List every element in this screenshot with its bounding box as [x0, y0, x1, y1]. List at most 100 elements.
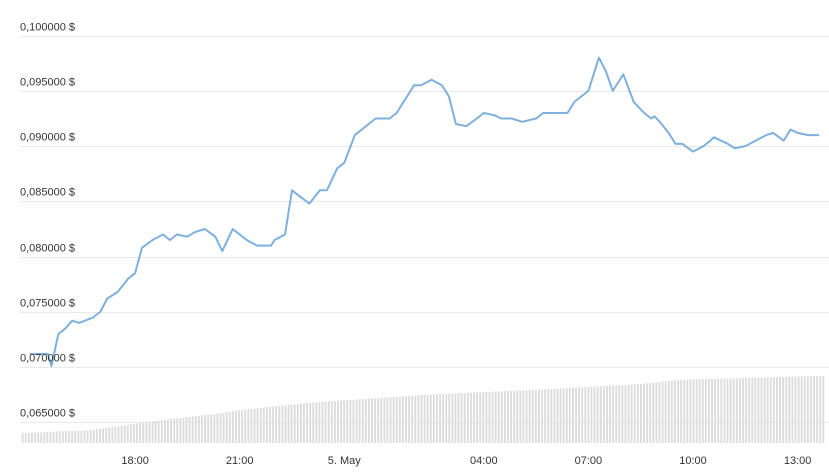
volume-bar: [516, 390, 519, 443]
volume-bar: [683, 379, 686, 443]
volume-bar: [167, 419, 169, 443]
volume-bar: [735, 378, 738, 443]
volume-bar: [729, 378, 732, 443]
volume-bar: [188, 416, 191, 443]
volume-bar: [333, 401, 336, 443]
volume-bar: [148, 421, 151, 443]
volume-bar: [395, 396, 398, 443]
volume-bar: [219, 413, 222, 443]
volume-bar: [228, 411, 231, 443]
volume-bar: [476, 392, 479, 443]
volume-bar: [65, 431, 67, 443]
volume-bar: [760, 377, 763, 443]
volume-bar: [244, 409, 247, 443]
volume-bar: [163, 419, 166, 443]
volume-bar: [95, 429, 98, 443]
volume-bar: [500, 391, 503, 443]
volume-bar: [612, 385, 615, 443]
volume-bar: [624, 384, 627, 443]
volume-bar: [769, 377, 772, 443]
volume-bar: [52, 431, 55, 443]
volume-bar: [352, 399, 355, 443]
volume-bar: [92, 429, 95, 443]
volume-bar: [89, 429, 92, 443]
volume-bar: [701, 379, 704, 443]
volume-bar: [649, 382, 652, 443]
volume-bar: [772, 377, 775, 443]
volume-bar: [176, 418, 179, 443]
volume-bar: [745, 377, 747, 443]
volume-bar: [602, 386, 605, 443]
volume-bar: [813, 376, 815, 443]
volume-bar: [31, 432, 33, 443]
volume-bar: [466, 392, 469, 443]
volume-bar: [327, 401, 330, 443]
volume-bar: [312, 402, 315, 443]
volume-bar: [77, 430, 80, 443]
volume-bar: [117, 426, 120, 443]
volume-bar: [191, 416, 194, 443]
volume-bar: [494, 391, 497, 443]
volume-bar: [371, 398, 373, 443]
volume-bar: [256, 408, 259, 443]
y-tick-label: 0,100000 $: [20, 22, 75, 34]
volume-bar: [531, 389, 534, 443]
volume-bar: [145, 422, 148, 443]
volume-bar: [154, 420, 157, 443]
volume-bar: [24, 432, 27, 443]
volume-bar: [340, 400, 343, 443]
volume-bar: [262, 407, 265, 443]
volume-bar: [748, 377, 751, 443]
volume-bar: [435, 394, 438, 443]
volume-bar: [204, 415, 206, 443]
volume-bar: [754, 377, 757, 443]
volume-bar: [491, 391, 494, 443]
volume-bar: [398, 396, 401, 443]
volume-bar: [776, 377, 778, 443]
volume-bar: [689, 379, 692, 443]
volume-bar: [785, 376, 788, 443]
volume-bar: [723, 378, 726, 443]
volume-bar: [21, 433, 24, 443]
volume-bar: [550, 388, 553, 443]
volume-bar: [272, 406, 274, 443]
volume-bar: [463, 392, 466, 443]
volume-bar: [661, 381, 664, 443]
volume-bar: [99, 428, 101, 443]
volume-bar: [123, 425, 126, 443]
volume-bar: [55, 431, 58, 443]
volume-bar: [596, 386, 599, 443]
volume-bar: [547, 389, 550, 443]
volume-bar: [253, 408, 256, 443]
volume-bar: [643, 383, 645, 443]
volume-bar: [442, 393, 445, 443]
volume-bar: [584, 387, 587, 443]
volume-bar: [445, 393, 448, 443]
volume-bar: [627, 384, 630, 443]
volume-bar: [541, 389, 543, 443]
y-tick-label: 0,090000 $: [20, 132, 75, 144]
volume-bar: [519, 390, 522, 443]
volume-bar: [479, 392, 482, 443]
volume-bar: [380, 397, 383, 443]
volume-bar: [800, 376, 803, 443]
volume-bar: [102, 428, 104, 443]
x-tick-label: 10:00: [679, 455, 707, 467]
volume-bar: [247, 409, 250, 443]
volume-bar: [593, 386, 596, 443]
volume-bar: [213, 413, 216, 443]
volume-bar: [695, 379, 698, 443]
volume-bar: [157, 420, 160, 443]
volume-bar: [788, 376, 791, 443]
volume-bar: [330, 401, 333, 443]
volume-bar: [49, 431, 52, 443]
volume-bar: [197, 415, 200, 443]
volume-bar: [303, 403, 305, 443]
volume-bar: [269, 406, 271, 443]
volume-bar: [664, 381, 667, 443]
volume-bar: [488, 391, 491, 443]
volume-bar: [711, 378, 713, 443]
volume-bar: [290, 404, 293, 443]
volume-bar: [615, 385, 618, 443]
volume-bar: [346, 400, 349, 443]
